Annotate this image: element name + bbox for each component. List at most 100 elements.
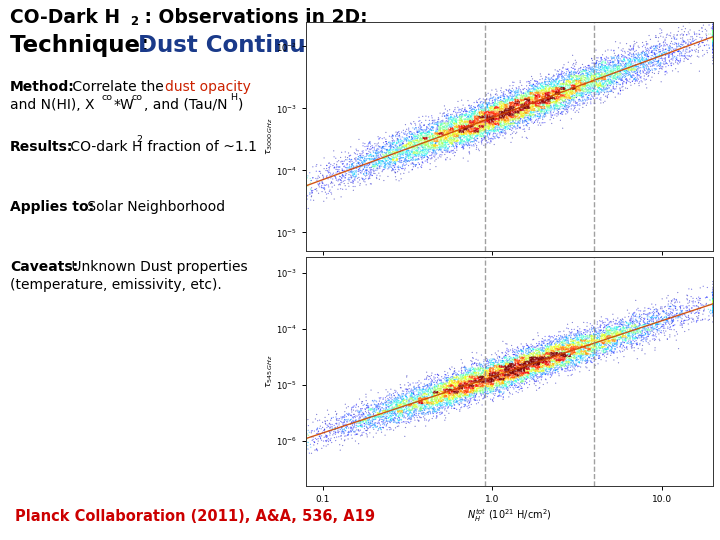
Point xyxy=(528,355,539,363)
Point xyxy=(447,387,459,396)
Point xyxy=(512,383,523,391)
Point xyxy=(707,33,719,42)
Point xyxy=(557,73,569,82)
Point xyxy=(508,101,520,110)
Point xyxy=(424,383,436,392)
Point xyxy=(707,33,719,42)
Point xyxy=(468,379,480,387)
Point xyxy=(474,109,485,117)
Point xyxy=(501,367,513,376)
Point xyxy=(526,101,537,110)
Point xyxy=(583,338,595,346)
Point xyxy=(446,119,457,128)
Point xyxy=(519,364,531,373)
Point xyxy=(406,393,418,402)
Point xyxy=(531,361,543,370)
Point xyxy=(528,355,540,364)
Point xyxy=(453,379,464,388)
Point xyxy=(568,72,580,80)
Point xyxy=(474,110,486,119)
Point xyxy=(640,57,652,66)
Point xyxy=(580,343,591,352)
Point xyxy=(469,124,481,133)
Point xyxy=(451,394,463,403)
Point xyxy=(462,120,473,129)
Point xyxy=(503,372,514,381)
Point xyxy=(501,373,513,382)
Point xyxy=(466,376,477,385)
Point xyxy=(673,39,685,48)
Point xyxy=(516,369,528,377)
Point xyxy=(371,146,382,155)
Point xyxy=(487,100,499,109)
Point xyxy=(477,401,488,409)
Point xyxy=(482,113,493,122)
Point xyxy=(595,341,607,350)
Point xyxy=(657,320,668,329)
Point xyxy=(585,339,597,348)
Point xyxy=(434,135,446,144)
Point xyxy=(488,105,500,113)
Point xyxy=(630,320,642,329)
Point xyxy=(609,66,621,75)
Point xyxy=(558,351,570,360)
Point xyxy=(483,116,495,124)
Point xyxy=(475,114,487,123)
Point xyxy=(391,146,402,155)
Point xyxy=(387,134,398,143)
Point xyxy=(464,385,476,394)
Point xyxy=(547,345,559,354)
Point xyxy=(459,400,471,409)
Point xyxy=(470,124,482,132)
Point xyxy=(607,329,618,338)
Point xyxy=(516,340,527,348)
Point xyxy=(498,382,509,390)
Point xyxy=(554,77,566,85)
Point xyxy=(516,105,527,113)
Point xyxy=(506,359,518,367)
Point xyxy=(461,387,472,395)
Point xyxy=(564,68,575,77)
Point xyxy=(506,114,518,123)
Point xyxy=(456,117,468,126)
Point xyxy=(484,372,495,381)
Point xyxy=(423,144,435,153)
Point xyxy=(701,293,713,302)
Point xyxy=(502,110,513,119)
Point xyxy=(413,147,424,156)
Point xyxy=(531,99,542,108)
Point xyxy=(486,356,498,365)
Point xyxy=(608,79,619,87)
Point xyxy=(456,399,467,408)
Point xyxy=(384,411,396,420)
Point xyxy=(453,378,464,387)
Point xyxy=(395,137,407,146)
Point xyxy=(492,120,504,129)
Point xyxy=(364,145,376,154)
Point xyxy=(527,366,539,374)
Point xyxy=(476,383,487,392)
Point xyxy=(559,360,571,368)
Point xyxy=(515,92,526,100)
Point xyxy=(707,37,719,46)
Point xyxy=(617,321,629,329)
Point xyxy=(485,138,497,146)
Point xyxy=(630,68,642,76)
Point xyxy=(449,119,460,127)
Point xyxy=(557,98,569,107)
Point xyxy=(401,147,413,156)
Point xyxy=(514,94,526,103)
Point xyxy=(635,66,647,75)
Point xyxy=(581,347,593,355)
Point xyxy=(554,359,565,367)
Point xyxy=(518,379,530,388)
Point xyxy=(595,58,607,67)
Point xyxy=(496,377,508,386)
Point xyxy=(468,395,480,404)
Point xyxy=(541,87,552,96)
Point xyxy=(492,371,503,380)
Point xyxy=(410,384,421,393)
Point xyxy=(387,132,398,141)
Point xyxy=(462,137,473,145)
Point xyxy=(595,55,607,63)
